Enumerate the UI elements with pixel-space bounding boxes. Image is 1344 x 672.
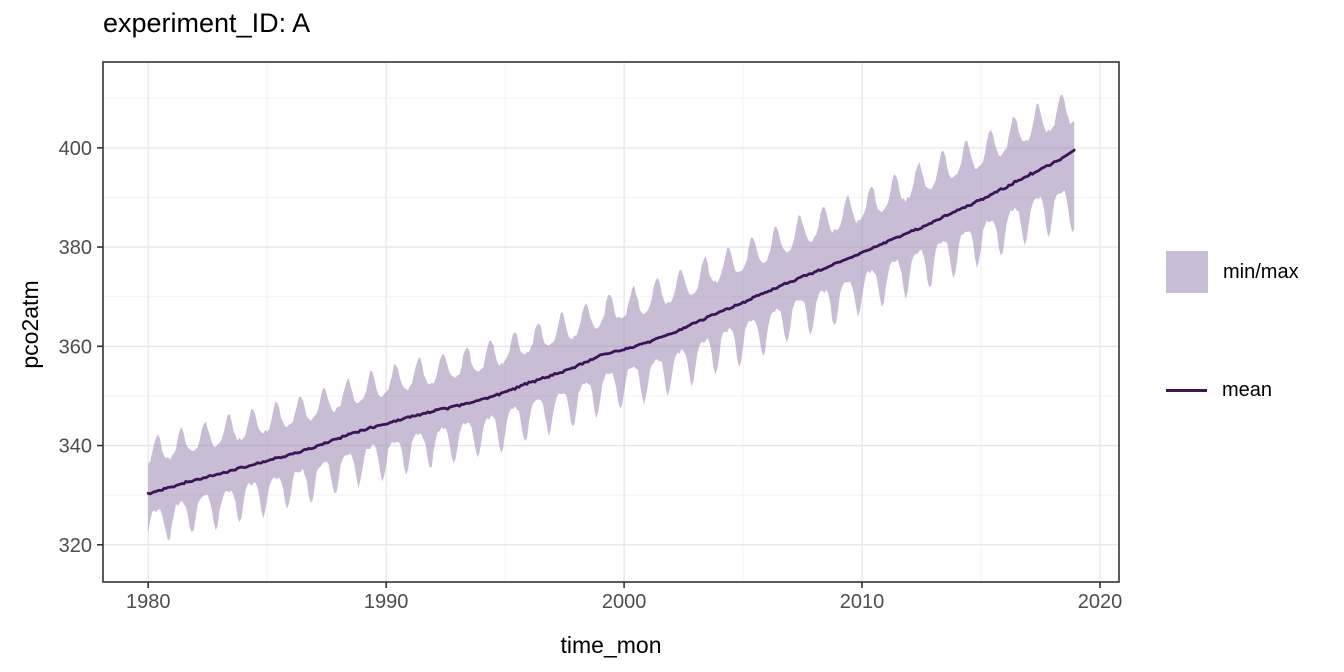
chart-title: experiment_ID: A bbox=[103, 8, 311, 38]
y-tick-label: 360 bbox=[59, 336, 92, 358]
legend-item-mean: mean bbox=[1166, 378, 1272, 402]
x-tick-label: 1980 bbox=[126, 591, 171, 613]
minmax-ribbon bbox=[148, 94, 1075, 541]
legend-item-minmax: min/max bbox=[1166, 251, 1299, 293]
mean-line-key-icon bbox=[1166, 388, 1207, 392]
legend-label-mean: mean bbox=[1222, 378, 1273, 401]
x-tick-label: 2010 bbox=[840, 591, 885, 613]
x-tick-label: 2000 bbox=[602, 591, 647, 613]
panel-border bbox=[102, 61, 1120, 583]
mean-line bbox=[146, 148, 1076, 496]
y-tick-label: 320 bbox=[59, 535, 92, 557]
y-axis-title: pco2atm bbox=[17, 280, 43, 369]
minmax-fill-swatch-icon bbox=[1166, 251, 1208, 293]
x-tick-label: 1990 bbox=[364, 591, 409, 613]
y-tick-label: 400 bbox=[59, 138, 92, 160]
x-axis-title: time_mon bbox=[560, 632, 662, 658]
legend-label-minmax: min/max bbox=[1223, 260, 1299, 283]
y-tick-label: 340 bbox=[59, 436, 92, 458]
x-tick-label: 2020 bbox=[1078, 591, 1123, 613]
y-tick-label: 380 bbox=[59, 237, 92, 259]
